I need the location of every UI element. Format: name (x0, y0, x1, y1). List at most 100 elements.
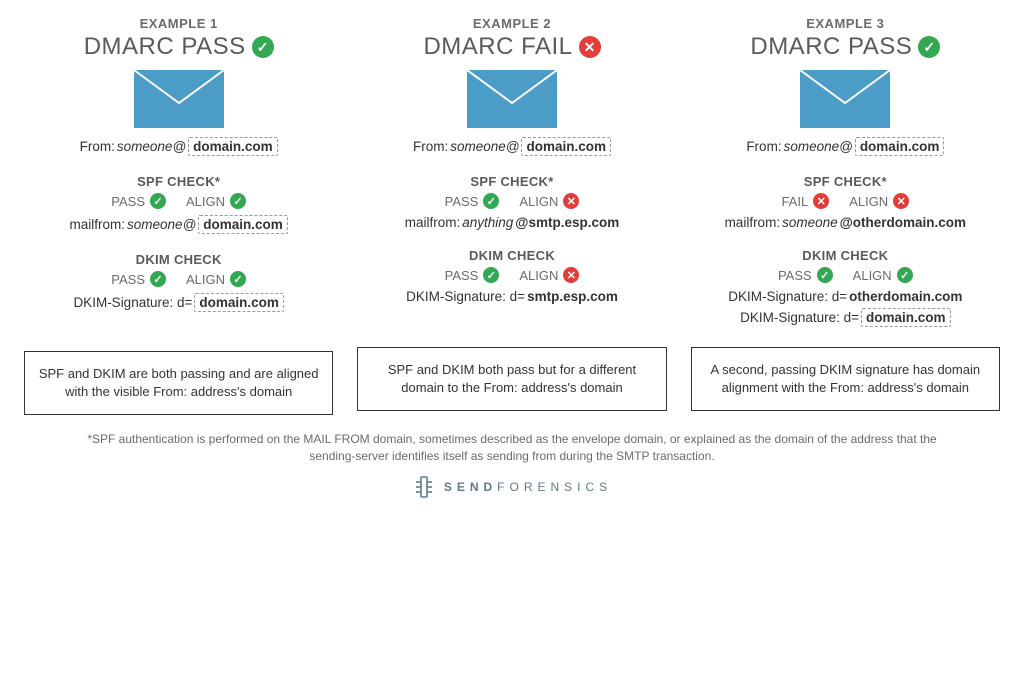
example-column: EXAMPLE 2 DMARC FAIL ✕ From: someone@ do… (357, 16, 666, 415)
spf-footnote: *SPF authentication is performed on the … (24, 431, 1000, 465)
dmarc-result: DMARC PASS ✓ (24, 33, 333, 61)
from-row: From: someone@ domain.com (24, 137, 333, 156)
from-domain: domain.com (188, 137, 278, 156)
explanation-box: SPF and DKIM both pass but for a differe… (357, 347, 666, 411)
from-row: From: someone@ domain.com (357, 137, 666, 156)
mailfrom-domain: @smtp.esp.com (515, 215, 619, 230)
dkim-section: DKIM CHECK (357, 248, 666, 263)
dkim-signatures: DKIM-Signature: d=smtp.esp.com (357, 289, 666, 329)
dkim-pass-align: PASS✓ ALIGN✓ (24, 271, 333, 287)
explanation-box: SPF and DKIM are both passing and are al… (24, 351, 333, 415)
spf-fail: FAIL✕ (781, 193, 829, 209)
check-icon: ✓ (150, 271, 166, 287)
dkim-domain: domain.com (861, 308, 951, 327)
spf-section: SPF CHECK* (357, 174, 666, 189)
from-label: From: (413, 139, 448, 154)
dkim-sig-row: DKIM-Signature: d=otherdomain.com (691, 289, 1000, 304)
dkim-domain: otherdomain.com (849, 289, 962, 304)
dkim-signatures: DKIM-Signature: d=otherdomain.com DKIM-S… (691, 289, 1000, 329)
dkim-sig-row: DKIM-Signature: d= domain.com (691, 308, 1000, 327)
dkim-section: DKIM CHECK (24, 252, 333, 267)
spf-align: ALIGN✕ (849, 193, 909, 209)
cross-icon: ✕ (563, 193, 579, 209)
example-column: EXAMPLE 3 DMARC PASS ✓ From: someone@ do… (691, 16, 1000, 415)
dkim-pass: PASS✓ (111, 271, 166, 287)
dmarc-result: DMARC FAIL ✕ (357, 33, 666, 61)
dmarc-text: DMARC FAIL (423, 33, 572, 61)
cross-icon: ✕ (893, 193, 909, 209)
dkim-sig-row: DKIM-Signature: d= domain.com (24, 293, 333, 312)
spf-section: SPF CHECK* (691, 174, 1000, 189)
example-column: EXAMPLE 1 DMARC PASS ✓ From: someone@ do… (24, 16, 333, 415)
spf-align: ALIGN✓ (186, 193, 246, 209)
brand-logo: SENDFORENSICS (24, 475, 1000, 499)
explanation-box: A second, passing DKIM signature has dom… (691, 347, 1000, 411)
logo-text: SENDFORENSICS (444, 480, 612, 494)
from-user: someone@ (117, 139, 186, 154)
check-icon: ✓ (817, 267, 833, 283)
dkim-label: DKIM-Signature: d= (73, 295, 192, 310)
check-icon: ✓ (918, 36, 940, 58)
mailfrom-label: mailfrom: (70, 217, 126, 232)
examples-grid: EXAMPLE 1 DMARC PASS ✓ From: someone@ do… (24, 16, 1000, 415)
mailfrom-user: someone (782, 215, 838, 230)
mailfrom-label: mailfrom: (405, 215, 461, 230)
check-icon: ✓ (897, 267, 913, 283)
spf-pass-align: PASS✓ ALIGN✓ (24, 193, 333, 209)
spf-pass: PASS✓ (445, 193, 500, 209)
envelope-icon (799, 69, 891, 129)
dkim-domain: smtp.esp.com (527, 289, 618, 304)
cross-icon: ✕ (579, 36, 601, 58)
dkim-pass: PASS✓ (445, 267, 500, 283)
spf-pass: PASS✓ (111, 193, 166, 209)
dkim-pass-align: PASS✓ ALIGN✕ (357, 267, 666, 283)
dkim-align: ALIGN✓ (186, 271, 246, 287)
mailfrom-user: anything (462, 215, 513, 230)
from-user: someone@ (450, 139, 519, 154)
from-label: From: (746, 139, 781, 154)
envelope-icon (466, 69, 558, 129)
mailfrom-row: mailfrom: someone@ domain.com (24, 215, 333, 234)
mailfrom-domain: domain.com (198, 215, 288, 234)
check-icon: ✓ (483, 193, 499, 209)
dkim-label: DKIM-Signature: d= (406, 289, 525, 304)
mailfrom-user: someone@ (127, 217, 196, 232)
dmarc-text: DMARC PASS (750, 33, 912, 61)
cross-icon: ✕ (563, 267, 579, 283)
check-icon: ✓ (230, 271, 246, 287)
check-icon: ✓ (150, 193, 166, 209)
from-domain: domain.com (855, 137, 945, 156)
from-label: From: (80, 139, 115, 154)
from-user: someone@ (784, 139, 853, 154)
dkim-signatures: DKIM-Signature: d= domain.com (24, 293, 333, 333)
mailfrom-domain: @otherdomain.com (840, 215, 966, 230)
dmarc-text: DMARC PASS (84, 33, 246, 61)
dkim-pass-align: PASS✓ ALIGN✓ (691, 267, 1000, 283)
example-header: EXAMPLE 3 (691, 16, 1000, 31)
from-row: From: someone@ domain.com (691, 137, 1000, 156)
spf-section: SPF CHECK* (24, 174, 333, 189)
cross-icon: ✕ (813, 193, 829, 209)
example-header: EXAMPLE 1 (24, 16, 333, 31)
mailfrom-label: mailfrom: (725, 215, 781, 230)
envelope-icon (133, 69, 225, 129)
example-header: EXAMPLE 2 (357, 16, 666, 31)
mailfrom-row: mailfrom: anything@smtp.esp.com (357, 215, 666, 230)
dmarc-result: DMARC PASS ✓ (691, 33, 1000, 61)
check-icon: ✓ (252, 36, 274, 58)
check-icon: ✓ (483, 267, 499, 283)
dkim-align: ALIGN✕ (519, 267, 579, 283)
spf-align: ALIGN✕ (519, 193, 579, 209)
mailfrom-row: mailfrom: someone@otherdomain.com (691, 215, 1000, 230)
logo-icon (412, 475, 436, 499)
spf-pass-align: FAIL✕ ALIGN✕ (691, 193, 1000, 209)
from-domain: domain.com (521, 137, 611, 156)
dkim-align: ALIGN✓ (853, 267, 913, 283)
dkim-domain: domain.com (194, 293, 284, 312)
check-icon: ✓ (230, 193, 246, 209)
dkim-label: DKIM-Signature: d= (740, 310, 859, 325)
dkim-label: DKIM-Signature: d= (728, 289, 847, 304)
dkim-pass: PASS✓ (778, 267, 833, 283)
dkim-section: DKIM CHECK (691, 248, 1000, 263)
dkim-sig-row: DKIM-Signature: d=smtp.esp.com (357, 289, 666, 304)
